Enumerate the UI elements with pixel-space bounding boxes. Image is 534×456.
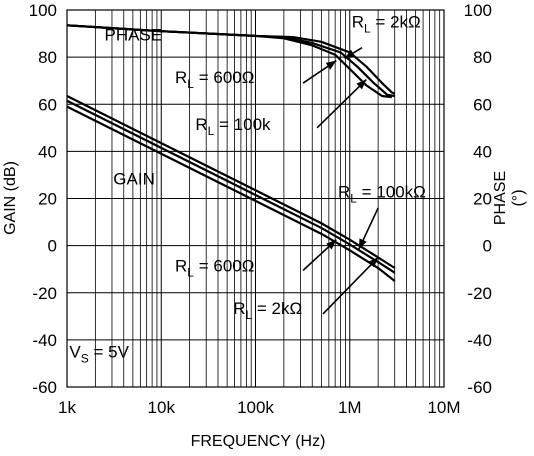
load-label: RL = 600Ω	[175, 68, 254, 91]
y-tick-label-left: 80	[38, 48, 57, 67]
y-tick-label-right: -60	[467, 378, 492, 397]
y-tick-label-left: 20	[38, 190, 57, 209]
y-tick-label-right: 80	[473, 48, 492, 67]
annotation-arrowhead	[344, 49, 356, 59]
y-tick-label-left: 40	[38, 142, 57, 161]
x-tick-label: 10k	[148, 398, 176, 417]
y-tick-label-right: 20	[473, 190, 492, 209]
annotation-arrow-line	[316, 78, 367, 129]
load-label: RL = 2kΩ	[233, 299, 302, 322]
gain-curve-2	[66, 99, 396, 274]
y-tick-label-left: 0	[48, 237, 57, 256]
x-axis-title: FREQUENCY (Hz)	[191, 433, 326, 450]
annotation-arrowhead	[326, 239, 337, 250]
x-tick-label: 100k	[237, 398, 274, 417]
tick-labels: 1k 10k 100k 1M 10M 100 100 80 80 60 60 40 40 20 20 0 0 -2…	[29, 1, 492, 417]
gain-curve-3	[66, 105, 396, 282]
y-tick-label-right: 0	[483, 237, 492, 256]
load-label: VS = 5V	[69, 343, 129, 366]
annotation-arrowhead	[356, 79, 367, 90]
x-tick-label: 10M	[427, 398, 460, 417]
load-label: RL = 100kΩ	[338, 182, 426, 205]
load-label: RL = 100k	[195, 115, 271, 138]
y-axis-title-right-unit: (°)	[510, 189, 527, 206]
annotation-arrowhead	[368, 257, 379, 268]
x-tick-label: 1k	[58, 398, 76, 417]
curve-group-label: GAIN	[113, 169, 155, 188]
y-tick-label-left: -40	[32, 331, 57, 350]
x-tick-label: 1M	[338, 398, 362, 417]
load-label: RL = 600Ω	[175, 257, 254, 280]
y-tick-label-left: -20	[32, 284, 57, 303]
y-tick-label-right: -20	[467, 284, 492, 303]
grid	[67, 10, 444, 387]
y-tick-label-right: 40	[473, 142, 492, 161]
annotation-arrow-line	[322, 256, 379, 315]
y-tick-label-left: 60	[38, 95, 57, 114]
y-axis-title-left: GAIN (dB)	[2, 161, 19, 235]
y-axis-title-right: PHASE	[492, 171, 509, 225]
load-label: RL = 2kΩ	[352, 13, 421, 36]
y-tick-label-right: 100	[464, 1, 492, 20]
y-tick-label-left: 100	[29, 1, 57, 20]
curves	[66, 24, 396, 282]
annotation-arrowhead	[358, 238, 367, 250]
y-tick-label-right: -40	[467, 331, 492, 350]
plot-frame	[66, 9, 445, 388]
y-tick-label-left: -60	[32, 378, 57, 397]
annotations: PHASE GAIN RL = 2kΩ RL = 600Ω RL = 100k RL = …	[69, 13, 426, 366]
curve-group-label: PHASE	[105, 26, 163, 45]
annotation-arrowhead	[325, 60, 337, 70]
phase-curve-3	[66, 24, 396, 95]
y-tick-label-right: 60	[473, 95, 492, 114]
